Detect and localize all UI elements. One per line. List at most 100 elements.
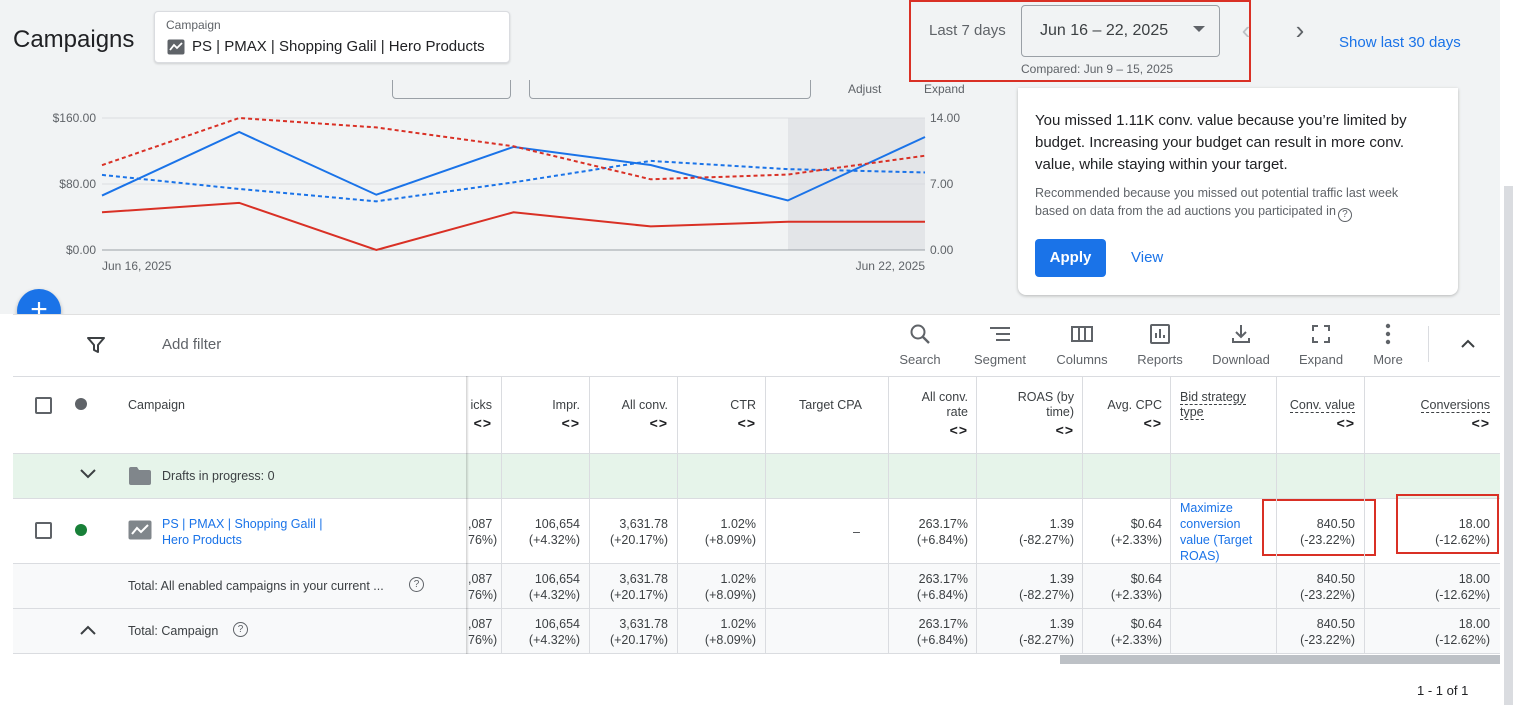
total-row-campaign <box>13 609 1500 654</box>
roas-delta: (-82.27%) <box>1019 533 1074 547</box>
total-row-enabled <box>13 564 1500 609</box>
header-campaign[interactable]: Campaign <box>128 398 185 412</box>
add-filter[interactable]: Add filter <box>162 336 222 353</box>
apply-button[interactable]: Apply <box>1035 239 1106 277</box>
chevron-down-icon <box>1193 26 1205 32</box>
chart-metric-select-2[interactable] <box>529 80 811 99</box>
column-divider <box>589 376 590 654</box>
clicks-value: ,087 <box>468 517 493 531</box>
reports-tool[interactable]: Reports <box>1120 322 1200 367</box>
chevron-right-icon[interactable]: › <box>1295 15 1305 45</box>
vertical-scrollbar[interactable] <box>1504 186 1513 705</box>
conversions-highlight <box>1396 494 1499 554</box>
chart-expand-label[interactable]: Expand <box>924 82 965 96</box>
chart-adjust-label[interactable]: Adjust <box>848 82 882 96</box>
performance-max-icon <box>128 520 152 540</box>
total1-impr-delta: (+4.32%) <box>528 588 580 602</box>
search-tool[interactable]: Search <box>880 322 960 367</box>
more-vert-icon <box>1385 323 1391 345</box>
help-icon[interactable]: ? <box>1337 208 1352 222</box>
chevron-up-icon[interactable] <box>78 622 98 638</box>
help-icon[interactable]: ? <box>233 622 248 637</box>
total2-cpc-delta: (+2.33%) <box>1110 633 1162 647</box>
chart-left-tick: $80.00 <box>59 177 96 191</box>
total1-roas-delta: (-82.27%) <box>1019 588 1074 602</box>
total2-clicks-delta: 76%) <box>468 633 498 647</box>
view-link[interactable]: View <box>1131 249 1164 266</box>
all-conv-value: 3,631.78 <box>619 517 668 531</box>
total2-all-conv: 3,631.78 (+20.17%) <box>598 616 668 648</box>
fullscreen-icon <box>1312 325 1330 343</box>
more-tool[interactable]: More <box>1348 322 1428 367</box>
header-ctr-label: CTR <box>730 398 756 412</box>
chevron-left-icon[interactable]: ‹ <box>1241 15 1251 45</box>
row-checkbox[interactable] <box>35 522 52 539</box>
impr-delta: (+4.32%) <box>528 533 580 547</box>
column-divider <box>501 376 502 654</box>
campaign-name-link[interactable]: PS | PMAX | Shopping Galil | Hero Product… <box>162 516 323 548</box>
download-icon <box>1232 325 1250 343</box>
columns-tool[interactable]: Columns <box>1042 322 1122 367</box>
total1-roas-value: 1.39 <box>1049 572 1074 586</box>
filter-icon[interactable] <box>86 335 106 355</box>
cell-roas: 1.39 (-82.27%) <box>984 516 1074 548</box>
header-bid-strategy[interactable]: Bid strategy type <box>1180 390 1270 420</box>
cpc-delta: (+2.33%) <box>1110 533 1162 547</box>
chart-series-line-2 <box>101 201 925 252</box>
campaign-selector[interactable]: Campaign PS | PMAX | Shopping Galil | He… <box>154 11 510 63</box>
header-ctr[interactable]: CTR <> <box>686 398 756 431</box>
total1-cpc: $0.64 (+2.33%) <box>1090 571 1162 603</box>
show-last-30-days-link[interactable]: Show last 30 days <box>1339 34 1461 51</box>
total2-ctr-delta: (+8.09%) <box>704 633 756 647</box>
header-impr[interactable]: Impr. <> <box>510 398 580 431</box>
horizontal-scrollbar[interactable] <box>1060 655 1500 664</box>
sort-icon: <> <box>473 415 492 431</box>
total1-conversions: 18.00 (-12.62%) <box>1380 571 1490 603</box>
roas-value: 1.39 <box>1049 517 1074 531</box>
total2-ctr: 1.02% (+8.09%) <box>686 616 756 648</box>
date-range-highlight <box>909 0 1251 82</box>
header-target-cpa[interactable]: Target CPA <box>774 398 862 413</box>
header-conversions[interactable]: Conversions <> <box>1380 398 1490 431</box>
date-range-dropdown[interactable]: Jun 16 – 22, 2025 <box>1021 5 1220 57</box>
conv-value-highlight <box>1262 499 1376 556</box>
header-conv-value[interactable]: Conv. value <> <box>1280 398 1355 431</box>
select-all-checkbox[interactable] <box>35 397 52 414</box>
recommendation-card: You missed 1.11K conv. value because you… <box>1018 88 1458 295</box>
compared-range: Compared: Jun 9 – 15, 2025 <box>1021 62 1174 76</box>
sort-icon: <> <box>949 422 968 438</box>
total1-ctr-delta: (+8.09%) <box>704 588 756 602</box>
header-all-conv[interactable]: All conv. <> <box>598 398 668 431</box>
chart-metric-select-1[interactable] <box>392 80 511 99</box>
expand-tool[interactable]: Expand <box>1281 322 1361 367</box>
column-divider <box>976 376 977 654</box>
header-avg-cpc[interactable]: Avg. CPC <> <box>1090 398 1162 431</box>
download-tool[interactable]: Download <box>1201 322 1281 367</box>
cell-all-conv: 3,631.78 (+20.17%) <box>598 516 668 548</box>
header-all-conv-rate[interactable]: All conv. rate <> <box>896 390 968 438</box>
chart-series-line-1 <box>101 159 926 203</box>
segment-tool[interactable]: Segment <box>960 322 1040 367</box>
header-clicks[interactable]: icks <> <box>468 398 492 431</box>
search-icon <box>910 324 930 344</box>
cell-bid-strategy[interactable]: Maximize conversion value (Target ROAS) <box>1180 500 1272 564</box>
cell-conv-value: 840.50 (-23.22%) <box>1280 516 1355 548</box>
total1-conv-value: 840.50 (-23.22%) <box>1280 571 1355 603</box>
conv-value-delta: (-23.22%) <box>1300 533 1355 547</box>
chart-left-tick: $0.00 <box>66 243 96 257</box>
chevron-down-icon[interactable] <box>78 466 98 482</box>
chevron-up-icon[interactable] <box>1458 334 1478 354</box>
table-row <box>13 499 1500 564</box>
column-divider <box>677 376 678 654</box>
status-header-icon[interactable] <box>75 398 87 410</box>
total2-clicks-value: ,087 <box>468 617 493 631</box>
status-enabled-icon[interactable] <box>75 524 87 536</box>
cell-avg-cpc: $0.64 (+2.33%) <box>1090 516 1162 548</box>
header-roas[interactable]: ROAS (by time) <> <box>984 390 1074 438</box>
folder-icon <box>129 467 151 485</box>
total1-ctr-value: 1.02% <box>720 572 756 586</box>
help-icon[interactable]: ? <box>409 577 424 592</box>
total1-conversions-value: 18.00 <box>1458 572 1490 586</box>
cell-all-conv-rate: 263.17% (+6.84%) <box>896 516 968 548</box>
more-tool-label: More <box>1373 352 1403 367</box>
